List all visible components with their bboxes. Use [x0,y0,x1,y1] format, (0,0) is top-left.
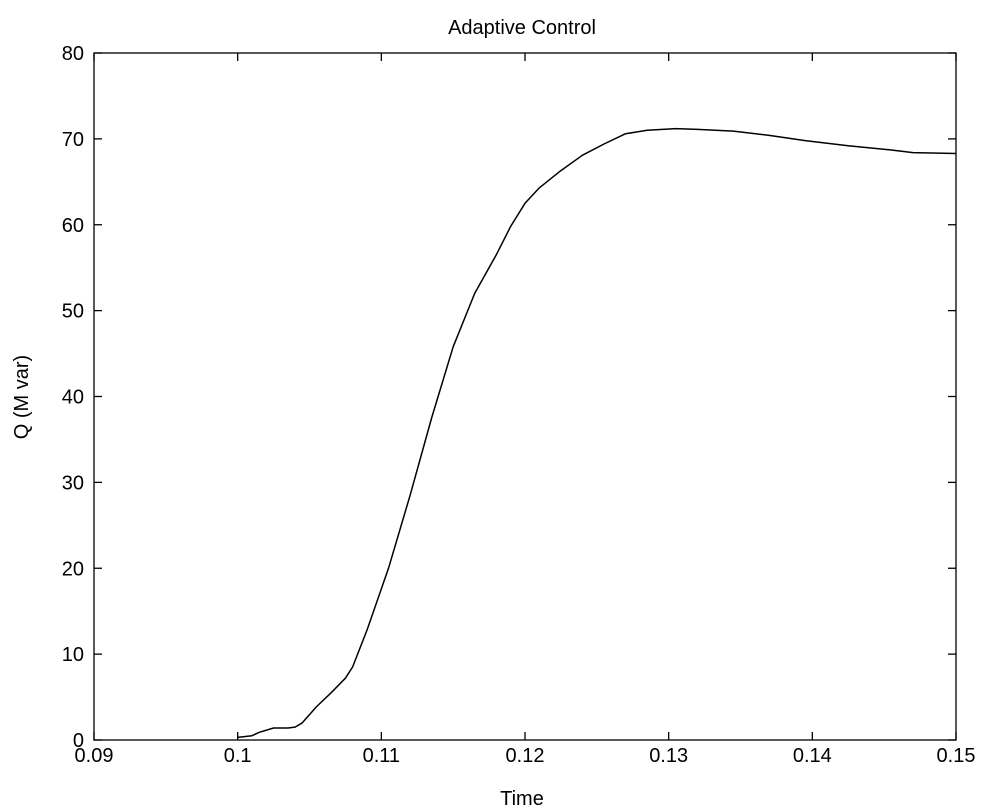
plot-frame [93,52,957,741]
y-tick-label: 0 [73,730,84,752]
x-tick-label: 0.13 [649,745,688,767]
y-axis: 0 10 20 30 40 50 60 70 80 [62,43,956,752]
x-tick-label: 0.11 [363,745,400,767]
x-tick-label: 0.1 [224,745,252,767]
series-group [236,127,957,739]
x-axis: 0.09 0.1 0.11 0.12 0.13 0.14 0.15 [75,53,976,767]
y-tick-label: 60 [62,215,84,237]
y-tick-label: 10 [62,644,84,666]
y-tick-label: 20 [62,558,84,580]
y-tick-label: 40 [62,387,84,409]
x-tick-label: 0.15 [937,745,976,767]
series-line [236,127,957,739]
chart-title: Adaptive Control [448,17,596,39]
y-axis-label: Q (M var) [11,355,33,439]
y-tick-label: 80 [62,43,84,65]
x-axis-label: Time [500,788,544,809]
x-tick-label: 0.12 [506,745,545,767]
plot-area [93,52,957,741]
y-tick-label: 50 [62,301,84,323]
y-tick-label: 70 [62,129,84,151]
y-tick-label: 30 [62,472,84,494]
x-tick-label: 0.14 [793,745,832,767]
x-tick-label: 0.09 [75,745,114,767]
